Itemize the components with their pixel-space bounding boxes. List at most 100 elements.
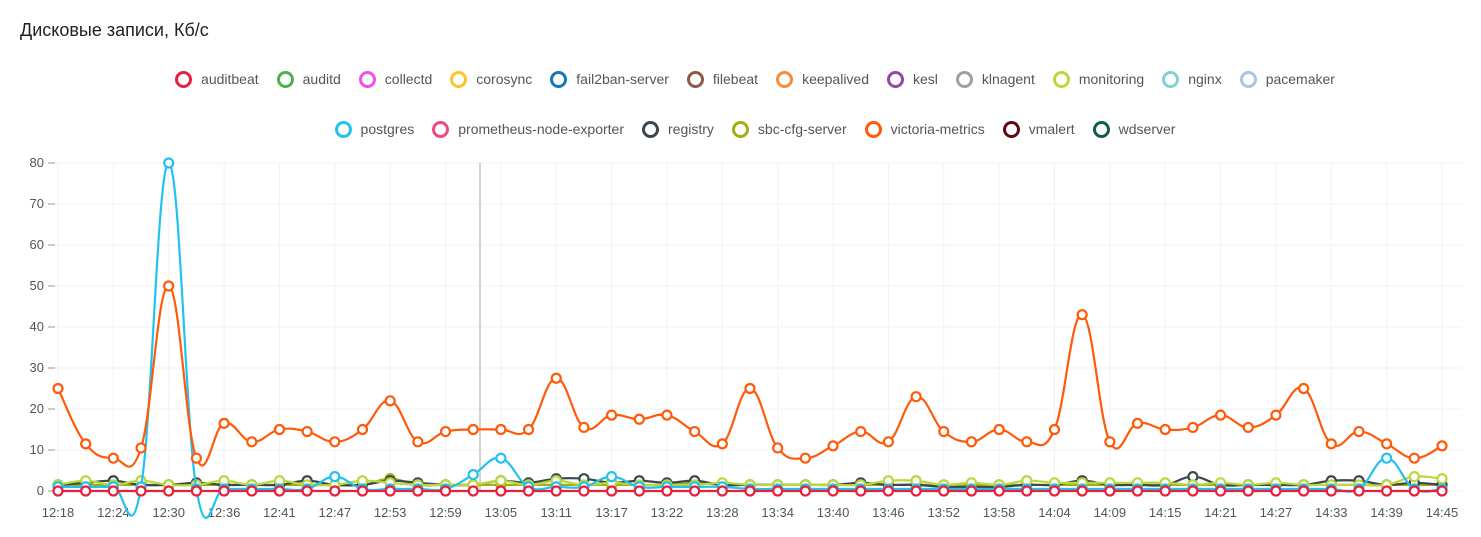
data-point-victoria-metrics [882,436,895,448]
legend-label: collectd [384,71,433,87]
legend-item-nginx[interactable]: nginx [1162,64,1222,94]
x-tick-label: 12:36 [208,505,241,520]
data-point-victoria-metrics [799,452,811,464]
data-point-auditbeat [799,485,811,497]
data-point-auditbeat [689,485,701,497]
data-point-auditbeat [329,485,341,497]
data-point-auditbeat [218,485,230,497]
data-point-auditbeat [495,485,507,497]
legend-marker-icon [1239,70,1257,88]
legend-item-pacemaker[interactable]: pacemaker [1239,64,1335,94]
data-point-auditbeat [855,485,867,497]
data-point-victoria-metrics [1408,452,1420,464]
data-point-victoria-metrics [80,438,92,450]
legend-label: filebeat [712,71,759,87]
data-point-auditbeat [578,485,590,497]
legend-label: victoria-metrics [890,121,985,137]
data-point-victoria-metrics [107,452,119,464]
data-point-monitoring [1436,473,1448,485]
legend-item-kesl[interactable]: kesl [887,64,938,94]
legend-marker-icon [334,120,352,138]
legend-item-klnagent[interactable]: klnagent [955,64,1035,94]
data-point-victoria-metrics [910,391,922,403]
legend-item-keepalived[interactable]: keepalived [776,64,869,94]
data-point-postgres [495,452,507,464]
legend-label: kesl [913,71,938,87]
legend-item-monitoring[interactable]: monitoring [1052,64,1144,94]
legend-item-wdserver[interactable]: wdserver [1092,114,1176,144]
legend-marker-icon [450,70,468,88]
legend-item-prometheus-node-exporter[interactable]: prometheus-node-exporter [432,114,624,144]
x-tick-label: 14:15 [1149,505,1182,520]
data-point-auditbeat [605,485,618,497]
data-point-victoria-metrics [1187,421,1199,434]
data-point-auditbeat [1325,485,1337,497]
legend-item-corosync[interactable]: corosync [450,64,532,94]
y-tick-label: 60 [30,237,44,252]
legend-item-victoria-metrics[interactable]: victoria-metrics [864,114,985,144]
x-tick-label: 13:40 [817,505,850,520]
data-point-auditbeat [190,485,202,497]
legend-label: vmalert [1028,121,1075,137]
legend-label: pacemaker [1265,71,1335,87]
data-point-postgres [1381,452,1393,464]
y-tick-label: 20 [30,401,44,416]
data-point-victoria-metrics [52,382,64,395]
legend-marker-icon [686,70,704,88]
data-point-auditbeat [882,485,895,497]
data-point-auditbeat [163,485,175,497]
data-point-postgres [605,471,618,483]
data-point-auditbeat [827,485,839,497]
legend-item-auditbeat[interactable]: auditbeat [175,64,259,94]
legend-label: sbc-cfg-server [757,121,847,137]
data-point-victoria-metrics [965,436,978,448]
data-point-victoria-metrics [716,438,728,450]
data-point-auditbeat [52,485,64,497]
legend-item-collectd[interactable]: collectd [358,64,433,94]
legend-item-filebeat[interactable]: filebeat [686,64,759,94]
data-point-victoria-metrics [938,425,950,438]
legend-item-fail2ban-server[interactable]: fail2ban-server [550,64,669,94]
legend-item-registry[interactable]: registry [642,114,714,144]
data-point-victoria-metrics [633,413,645,425]
data-point-victoria-metrics [522,423,535,436]
data-point-victoria-metrics [218,417,230,429]
data-point-victoria-metrics [827,440,839,452]
y-tick-label: 70 [30,196,44,211]
data-point-victoria-metrics [689,425,701,438]
data-point-auditbeat [522,485,535,497]
x-tick-label: 13:17 [595,505,628,520]
legend-item-sbc-cfg-server[interactable]: sbc-cfg-server [731,114,847,144]
x-tick-label: 13:28 [706,505,739,520]
data-point-auditbeat [356,485,369,497]
x-tick-label: 14:27 [1260,505,1293,520]
legend-label: fail2ban-server [576,71,669,87]
data-point-monitoring [1408,471,1420,483]
data-point-auditbeat [1048,485,1061,497]
data-point-victoria-metrics [1381,438,1393,450]
x-tick-label: 12:18 [42,505,75,520]
legend-marker-icon [276,70,294,88]
data-point-auditbeat [1159,485,1171,497]
data-point-auditbeat [384,485,396,497]
data-point-victoria-metrics [578,421,590,434]
legend-item-auditd[interactable]: auditd [276,64,341,94]
data-point-victoria-metrics [163,280,175,292]
legend-label: wdserver [1118,121,1176,137]
legend-marker-icon [1052,70,1070,88]
legend-marker-icon [731,120,749,138]
data-point-victoria-metrics [855,425,867,438]
series-line-postgres [57,161,1443,520]
legend-item-postgres[interactable]: postgres [334,114,414,144]
data-point-victoria-metrics [1021,436,1033,448]
x-tick-label: 12:47 [319,505,352,520]
data-point-auditbeat [412,485,424,497]
data-point-auditbeat [1187,485,1199,497]
data-point-victoria-metrics [1048,423,1061,436]
legend-marker-icon [175,70,193,88]
data-point-auditbeat [661,485,673,497]
legend-item-vmalert[interactable]: vmalert [1002,114,1075,144]
data-point-victoria-metrics [135,442,147,454]
data-point-victoria-metrics [993,423,1005,436]
